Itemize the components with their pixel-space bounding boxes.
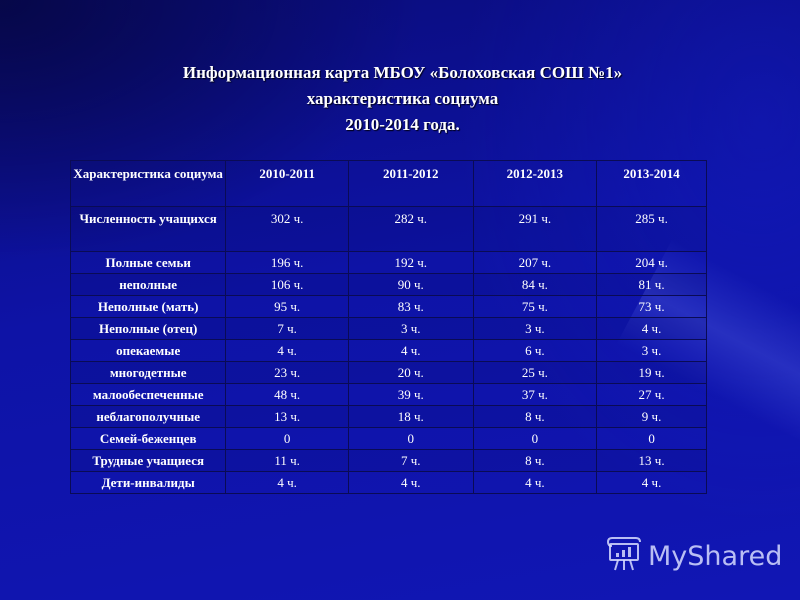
title-line-3: 2010-2014 года. [345,115,460,134]
header-characteristic: Характеристика социума [69,160,227,207]
myshared-watermark: MyShared [606,534,782,579]
cell-value: 23 ч. [225,361,349,384]
cell-value: 18 ч. [347,405,474,428]
cell-value: 9 ч. [596,405,707,428]
cell-value: 11 ч. [225,449,349,472]
table-header-row: Характеристика социума 2010-2011 2011-20… [69,160,707,207]
cell-value: 90 ч. [347,273,474,296]
cell-value: 3 ч. [472,317,598,340]
presentation-board-icon [606,534,648,579]
cell-value: 0 [347,427,474,450]
table-row: Дети-инвалиды 4 ч. 4 ч. 4 ч. 4 ч. [69,471,707,494]
cell-value: 13 ч. [225,405,349,428]
cell-value: 106 ч. [225,273,349,296]
header-2011-2012: 2011-2012 [347,160,474,207]
cell-value: 81 ч. [596,273,707,296]
cell-value: 7 ч. [347,449,474,472]
cell-value: 302 ч. [225,206,349,252]
cell-value: 3 ч. [347,317,474,340]
cell-value: 48 ч. [225,383,349,406]
table-row: Численность учащихся 302 ч. 282 ч. 291 ч… [69,206,707,252]
table-row: Неполные (отец) 7 ч. 3 ч. 3 ч. 4 ч. [69,317,707,340]
cell-value: 27 ч. [596,383,707,406]
cell-value: 291 ч. [472,206,598,252]
cell-value: 7 ч. [225,317,349,340]
cell-value: 4 ч. [596,317,707,340]
header-2010-2011: 2010-2011 [225,160,349,207]
row-label: опекаемые [69,339,227,362]
table-row: Семей-беженцев 0 0 0 0 [69,427,707,450]
cell-value: 282 ч. [347,206,474,252]
row-label: Численность учащихся [69,206,227,252]
cell-value: 4 ч. [347,339,474,362]
cell-value: 19 ч. [596,361,707,384]
row-label: Трудные учащиеся [69,449,227,472]
cell-value: 75 ч. [472,295,598,318]
header-2012-2013: 2012-2013 [472,160,598,207]
cell-value: 8 ч. [472,405,598,428]
cell-value: 192 ч. [347,251,474,274]
cell-value: 37 ч. [472,383,598,406]
cell-value: 4 ч. [596,471,707,494]
table-row: Неполные (мать) 95 ч. 83 ч. 75 ч. 73 ч. [69,295,707,318]
cell-value: 83 ч. [347,295,474,318]
cell-value: 285 ч. [596,206,707,252]
cell-value: 25 ч. [472,361,598,384]
table-row: Трудные учащиеся 11 ч. 7 ч. 8 ч. 13 ч. [69,449,707,472]
cell-value: 39 ч. [347,383,474,406]
table-row: неблагополучные 13 ч. 18 ч. 8 ч. 9 ч. [69,405,707,428]
watermark-text: MyShared [648,541,783,572]
title-line-2: характеристика социума [306,89,499,108]
table-row: многодетные 23 ч. 20 ч. 25 ч. 19 ч. [69,361,707,384]
table-row: неполные 106 ч. 90 ч. 84 ч. 81 ч. [69,273,707,296]
cell-value: 4 ч. [225,471,349,494]
slide-title: Информационная карта МБОУ «Болоховская С… [0,60,800,138]
cell-value: 204 ч. [596,251,707,274]
cell-value: 4 ч. [472,471,598,494]
cell-value: 207 ч. [472,251,598,274]
row-label: Семей-беженцев [69,427,227,450]
cell-value: 95 ч. [225,295,349,318]
row-label: малообеспеченные [69,383,227,406]
row-label: Полные семьи [69,251,227,274]
row-label: неполные [69,273,227,296]
cell-value: 0 [472,427,598,450]
cell-value: 20 ч. [347,361,474,384]
table-row: малообеспеченные 48 ч. 39 ч. 37 ч. 27 ч. [69,383,707,406]
row-label: Неполные (отец) [69,317,227,340]
cell-value: 73 ч. [596,295,707,318]
row-label: неблагополучные [69,405,227,428]
row-label: Дети-инвалиды [69,471,227,494]
cell-value: 6 ч. [472,339,598,362]
socium-table: Характеристика социума 2010-2011 2011-20… [69,160,707,494]
table-row: опекаемые 4 ч. 4 ч. 6 ч. 3 ч. [69,339,707,362]
row-label: Неполные (мать) [69,295,227,318]
row-label: многодетные [69,361,227,384]
cell-value: 3 ч. [596,339,707,362]
cell-value: 4 ч. [225,339,349,362]
table-row: Полные семьи 196 ч. 192 ч. 207 ч. 204 ч. [69,251,707,274]
cell-value: 8 ч. [472,449,598,472]
title-line-1: Информационная карта МБОУ «Болоховская С… [182,63,623,82]
cell-value: 84 ч. [472,273,598,296]
cell-value: 0 [225,427,349,450]
cell-value: 4 ч. [347,471,474,494]
header-2013-2014: 2013-2014 [596,160,707,207]
cell-value: 0 [596,427,707,450]
cell-value: 13 ч. [596,449,707,472]
cell-value: 196 ч. [225,251,349,274]
